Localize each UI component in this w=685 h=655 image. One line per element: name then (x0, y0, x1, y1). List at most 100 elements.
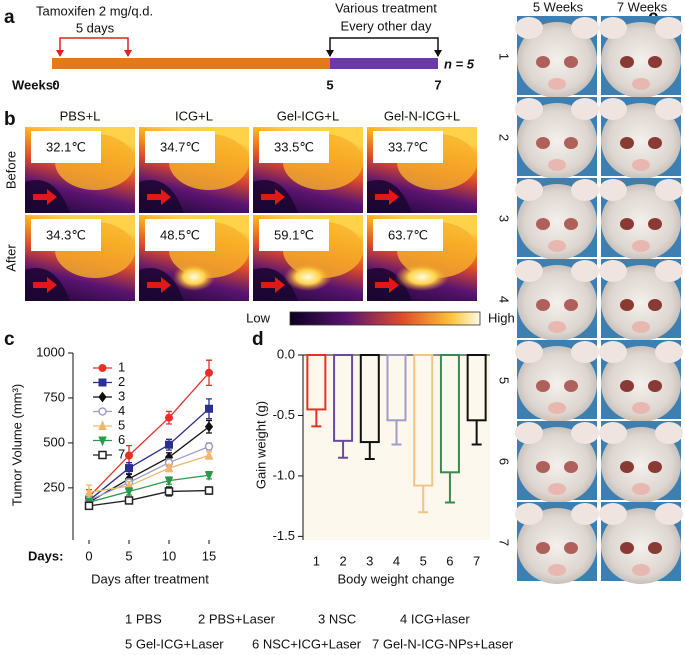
marker (164, 476, 174, 487)
mouse-eye (648, 461, 662, 473)
marker (98, 407, 107, 416)
photo-row-label: 2 (497, 134, 512, 141)
legend-label: 6 (118, 432, 125, 447)
treatment-key: 2 PBS+Laser (198, 611, 276, 626)
mouse-eye (564, 461, 578, 473)
marker (205, 404, 213, 413)
marker (98, 420, 107, 430)
timeline-text: Tamoxifen 2 mg/q.d. (36, 3, 153, 18)
series-line (88, 454, 210, 493)
treatment-key: 4 ICG+laser (400, 611, 470, 626)
mouse-ear (655, 422, 683, 444)
error-bar (338, 440, 349, 459)
x-axis-title: Body weight change (337, 571, 454, 586)
mouse-eye (620, 461, 634, 473)
mouse-nose (632, 78, 650, 90)
hot-spot (173, 263, 215, 291)
series-line (88, 474, 210, 503)
series-line (88, 445, 210, 502)
mouse-eye (620, 218, 634, 230)
mouse-body (517, 427, 597, 503)
mouse-nose (632, 564, 650, 576)
photo-row-label: 7 (497, 539, 512, 546)
temp-box (259, 131, 329, 163)
arrowhead (56, 50, 132, 57)
timeline-text: Various treatment (335, 0, 437, 15)
mouse-ear (599, 179, 627, 201)
mouse-nose (548, 564, 566, 576)
x-tick-prefix: Days: (28, 548, 63, 563)
temp-label: 34.3℃ (46, 227, 86, 242)
red-arrow (33, 277, 57, 293)
mouse-nose (632, 483, 650, 495)
mouse-body (601, 508, 681, 584)
mouse-eye (648, 299, 662, 311)
x-tick-label: 5 (125, 548, 132, 563)
week-label: 7 (434, 77, 441, 92)
mouse-eye (536, 137, 550, 149)
error-bar (418, 485, 429, 514)
temp-box (145, 219, 215, 251)
mouse-ear (655, 179, 683, 201)
mouse-ear (515, 422, 543, 444)
mouse-ear (515, 98, 543, 120)
legend-label: 4 (118, 403, 125, 418)
mouse-ear (571, 503, 599, 525)
red-arrow (147, 189, 171, 205)
temp-box (145, 131, 215, 163)
mouse-nose (632, 240, 650, 252)
week-label: 0 (52, 77, 59, 92)
panel-label: b (4, 109, 16, 130)
scale-label: Low (246, 310, 270, 325)
marker (205, 368, 213, 377)
treatment-bar (330, 58, 438, 69)
red-arrow (375, 189, 399, 205)
panel-label: c (4, 329, 15, 350)
weeks-label: Weeks: (12, 77, 57, 92)
legend-label: 2 (118, 374, 125, 389)
mouse-eye (536, 56, 550, 68)
mouse-eye (536, 218, 550, 230)
y-tick-label: -1.0 (273, 467, 295, 482)
mouse-ear (655, 98, 683, 120)
mouse-eye (564, 542, 578, 554)
mouse-eye (648, 218, 662, 230)
mouse-ear (571, 179, 599, 201)
x-tick-label: 2 (339, 553, 346, 568)
mouse-nose (632, 159, 650, 171)
temp-label: 33.7℃ (388, 139, 428, 154)
mouse-body (517, 346, 597, 422)
x-tick-label: 1 (313, 553, 320, 568)
mouse-body (601, 22, 681, 98)
mouse-ear (571, 98, 599, 120)
plot-background (303, 355, 490, 540)
y-tick-label: -0.5 (273, 407, 295, 422)
mouse-ear (599, 98, 627, 120)
marker (165, 413, 173, 422)
marker (164, 462, 174, 473)
x-tick-label: 3 (366, 553, 373, 568)
mouse-ear (655, 260, 683, 282)
mouse-body (601, 265, 681, 341)
color-scale (289, 311, 481, 326)
marker (98, 391, 107, 403)
mouse-eye (536, 461, 550, 473)
photo-row-label: 6 (497, 458, 512, 465)
red-arrow (261, 189, 285, 205)
red-arrow (261, 277, 285, 293)
temp-box (373, 219, 443, 251)
mouse-eye (564, 56, 578, 68)
mouse-eye (620, 542, 634, 554)
marker (98, 450, 107, 460)
marker (204, 471, 214, 482)
marker (125, 451, 133, 460)
series-line (88, 372, 210, 498)
sample-size: n = 5 (444, 56, 475, 71)
photo-row-label: 5 (497, 377, 512, 384)
mouse-eye (648, 542, 662, 554)
error-bar (471, 420, 482, 446)
photo-column-title: 7 Weeks (617, 0, 668, 14)
hot-spot (395, 263, 449, 291)
mouse-eye (648, 137, 662, 149)
